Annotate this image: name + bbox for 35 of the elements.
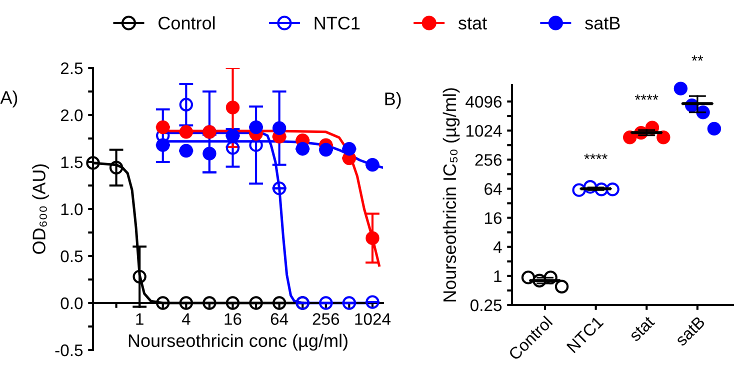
- y-tick-label: 2.5: [60, 62, 83, 74]
- y-tick-label: 1.5: [61, 156, 83, 168]
- annotation: ****: [584, 154, 608, 160]
- y-axis-title: Nourseothricin IC₅₀ (µg/ml): [442, 88, 460, 302]
- y-axis-title: OD₆₀₀ (AU): [32, 164, 49, 254]
- x-tick-label: satB: [674, 316, 706, 347]
- x-tick-label: stat: [628, 316, 656, 342]
- x-tick-label: 256: [312, 313, 340, 325]
- x-tick-label: 64: [270, 313, 288, 325]
- text: **: [692, 55, 704, 61]
- legend-label: stat: [458, 18, 487, 30]
- y-tick-label: 1.0: [61, 203, 83, 216]
- y-tick-label: 64: [484, 183, 502, 195]
- x-tick-label: 16: [224, 313, 242, 325]
- x-axis-title: Nourseothricin conc (µg/ml): [128, 334, 348, 351]
- x-tick-label: 1: [136, 313, 144, 325]
- y-tick-label: 1024: [466, 124, 502, 137]
- x-tick-label: 1024: [355, 313, 391, 325]
- y-tick-label: 2.0: [60, 109, 83, 122]
- y-tick-label: 0.25: [470, 299, 502, 312]
- legend-label: NTC1: [314, 16, 360, 30]
- y-tick-label: 4: [493, 241, 502, 253]
- y-tick-label: 0.0: [60, 297, 83, 310]
- annotation: ****: [634, 94, 658, 100]
- y-tick-label: 0.5: [60, 250, 83, 262]
- legend-label: satB: [585, 16, 620, 30]
- chart-title: B): [385, 92, 401, 109]
- y-tick-label: 4096: [466, 96, 502, 108]
- y-tick-label: 256: [475, 154, 502, 166]
- y-tick-label: -0.5: [55, 344, 83, 356]
- legend-label: Control: [158, 16, 215, 30]
- text: A): [0, 90, 18, 108]
- x-tick-label: 4: [182, 313, 190, 325]
- y-tick-label: 1: [494, 270, 502, 282]
- y-tick-label: 16: [485, 212, 502, 224]
